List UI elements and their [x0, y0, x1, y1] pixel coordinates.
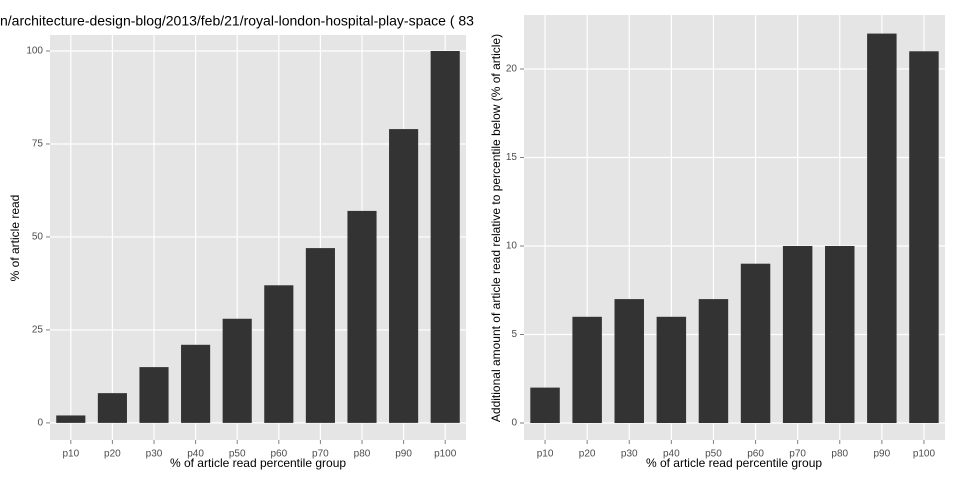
bar [782, 245, 813, 424]
bar [389, 129, 419, 423]
y-tick-label: 75 [32, 139, 44, 150]
x-tick-label: p70 [789, 449, 806, 460]
y-tick-label: 15 [506, 152, 518, 163]
x-tick-label: p10 [62, 449, 79, 460]
x-tick-label: p40 [663, 449, 680, 460]
bar [698, 299, 729, 424]
bar [530, 387, 560, 424]
x-tick-label: p90 [395, 449, 412, 460]
y-tick-label: 50 [32, 232, 44, 243]
bar [572, 316, 602, 424]
y-tick-label: 25 [32, 325, 44, 336]
bar [909, 51, 939, 424]
y-tick-label: 0 [511, 418, 517, 429]
y-tick-label: 100 [26, 46, 43, 57]
x-tick-label: p20 [104, 449, 121, 460]
y-tick-label: 20 [506, 64, 518, 75]
bar [56, 415, 86, 423]
bar [430, 50, 460, 423]
x-tick-label: p20 [579, 449, 596, 460]
bar [181, 344, 211, 423]
bar [740, 263, 771, 424]
bar [614, 299, 644, 424]
bar [825, 245, 855, 424]
bar [97, 393, 127, 423]
x-axis-title: % of article read percentile group [646, 456, 822, 470]
bar [867, 33, 897, 424]
x-tick-label: p80 [831, 449, 848, 460]
bar [656, 316, 687, 424]
y-axis-title: % of article read [8, 195, 22, 282]
bar [222, 318, 252, 423]
x-tick-label: p50 [705, 449, 722, 460]
x-tick-label: p80 [354, 449, 371, 460]
x-tick-label: p30 [621, 449, 638, 460]
x-tick-label: p30 [146, 449, 163, 460]
x-tick-label: p40 [187, 449, 204, 460]
chart-title: n/architecture-design-blog/2013/feb/21/r… [0, 13, 474, 29]
bar [139, 367, 169, 423]
bar [305, 248, 335, 423]
x-tick-label: p60 [270, 449, 287, 460]
x-tick-label: p100 [434, 449, 457, 460]
bar [347, 210, 377, 423]
x-tick-label: p60 [747, 449, 764, 460]
x-tick-label: p10 [537, 449, 554, 460]
x-axis-title: % of article read percentile group [170, 456, 346, 470]
x-tick-label: p100 [913, 449, 936, 460]
y-tick-label: 5 [511, 329, 517, 340]
y-tick-label: 0 [37, 418, 43, 429]
x-tick-label: p70 [312, 449, 329, 460]
x-tick-label: p50 [229, 449, 246, 460]
x-tick-label: p90 [874, 449, 891, 460]
y-tick-label: 10 [506, 241, 518, 252]
y-axis-title: Additional amount of article read relati… [489, 34, 503, 422]
bar [264, 285, 294, 423]
